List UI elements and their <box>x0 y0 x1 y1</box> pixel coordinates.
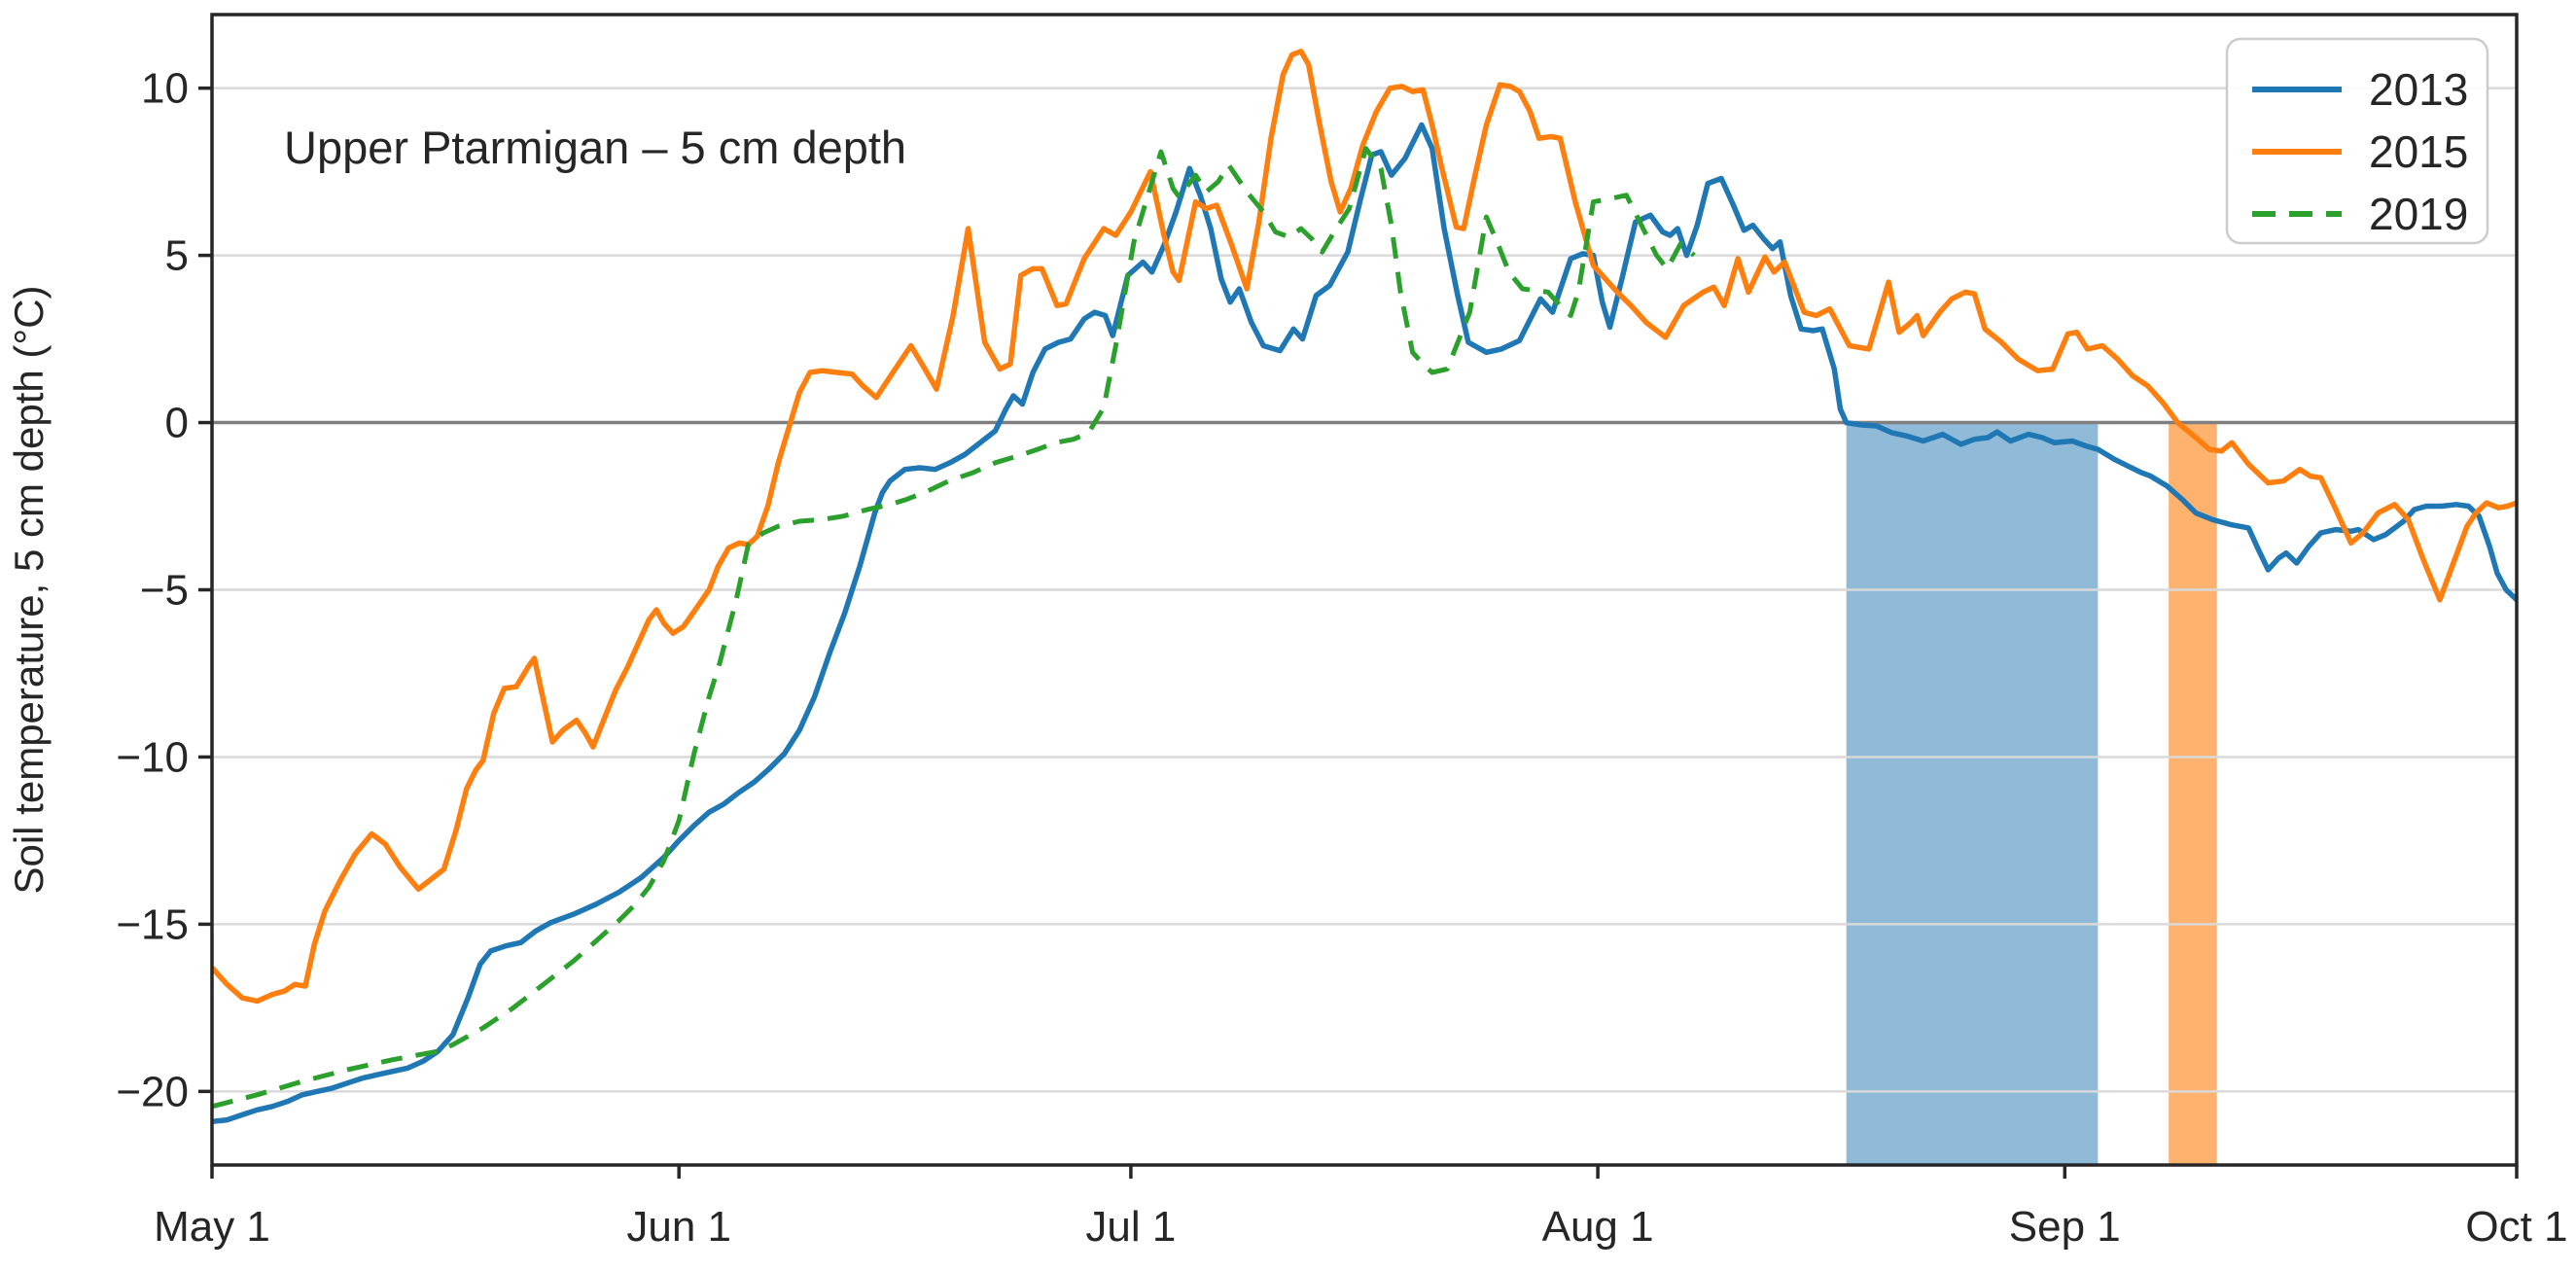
y-axis-label: Soil temperature, 5 cm depth (°C) <box>6 285 52 894</box>
ytick-label-10: 10 <box>141 65 189 113</box>
freeze-band-2015 <box>2169 422 2217 1165</box>
ytick-label-−5: −5 <box>140 567 189 615</box>
legend-entry-2015: 2015 <box>2252 126 2468 177</box>
xtick-label-Sep-1: Sep 1 <box>2009 1203 2121 1251</box>
legend-label-2015: 2015 <box>2369 126 2468 177</box>
ytick-label-−10: −10 <box>116 733 189 781</box>
legend-label-2013: 2013 <box>2369 64 2468 115</box>
ytick-label-−15: −15 <box>116 900 189 948</box>
ytick-label-0: 0 <box>165 400 189 447</box>
series-line-2013 <box>211 122 2519 1125</box>
xtick-label-Jun-1: Jun 1 <box>626 1203 731 1251</box>
legend-label-2019: 2019 <box>2369 189 2468 239</box>
plot-annotation: Upper Ptarmigan – 5 cm depth <box>284 122 906 173</box>
ytick-label-5: 5 <box>165 232 189 280</box>
legend: 2013 2015 2019 <box>2225 37 2489 245</box>
legend-entry-2019: 2019 <box>2252 189 2468 239</box>
series-line-2015 <box>209 49 2518 1005</box>
freeze-band-2013 <box>1846 422 2099 1165</box>
xtick-label-Oct-1: Oct 1 <box>2465 1203 2567 1251</box>
xtick-label-May-1: May 1 <box>154 1203 270 1251</box>
ytick-label-−20: −20 <box>116 1068 189 1115</box>
series-line-2019 <box>211 146 1696 1110</box>
xtick-label-Jul-1: Jul 1 <box>1085 1203 1176 1251</box>
xtick-label-Aug-1: Aug 1 <box>1542 1203 1654 1251</box>
legend-entry-2013: 2013 <box>2252 64 2468 115</box>
